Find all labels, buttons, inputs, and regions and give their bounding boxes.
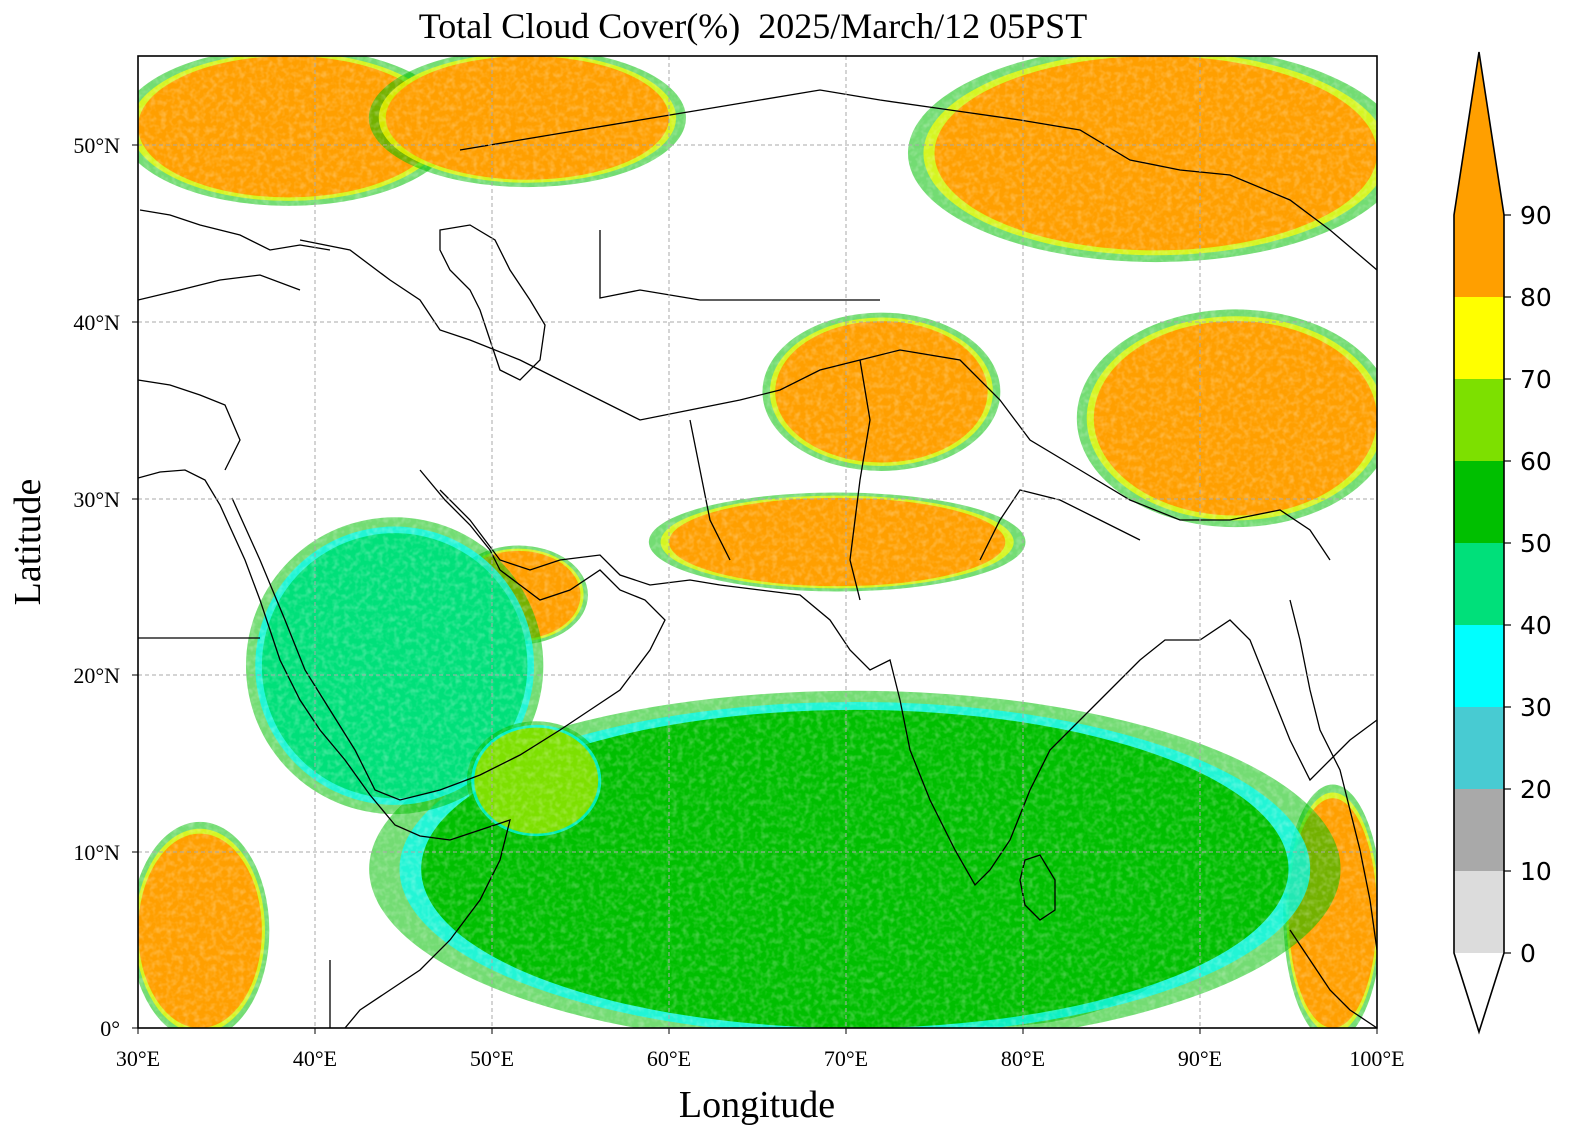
colorbar-band xyxy=(1454,707,1504,789)
caspian-sea-coast xyxy=(439,224,546,381)
colorbar-band xyxy=(1454,215,1504,297)
x-tick-label: 40°E xyxy=(293,1046,337,1071)
y-axis-label: Latitude xyxy=(7,479,49,606)
y-tick-label: 40°N xyxy=(73,310,120,335)
x-tick-label: 100°E xyxy=(1349,1046,1404,1071)
colorbar-band xyxy=(1454,543,1504,625)
x-tick-label: 80°E xyxy=(1001,1046,1045,1071)
colorbar-tick-label: 40 xyxy=(1520,611,1552,640)
y-tick-label: 10°N xyxy=(73,840,120,865)
colorbar-tick-label: 20 xyxy=(1520,775,1552,804)
chart-title: Total Cloud Cover(%) 2025/March/12 05PST xyxy=(419,6,1087,46)
sri-lanka-coast xyxy=(1019,854,1056,921)
x-tick-label: 60°E xyxy=(647,1046,691,1071)
y-tick-label: 50°N xyxy=(73,133,120,158)
map-panel xyxy=(137,55,1378,1029)
colorbar-band xyxy=(1454,297,1504,379)
india-west-coast xyxy=(719,584,1377,887)
colorbar-tick-label: 80 xyxy=(1520,283,1552,312)
cloud-texture xyxy=(138,56,1377,1028)
central-asia-borders xyxy=(138,89,1377,1028)
colorbar-extend-max xyxy=(1454,52,1504,215)
x-tick-label: 90°E xyxy=(1178,1046,1222,1071)
x-tick-label: 30°E xyxy=(116,1046,160,1071)
persian-gulf-coast xyxy=(439,489,721,586)
x-tick-label: 50°E xyxy=(470,1046,514,1071)
x-axis-label: Longitude xyxy=(679,1084,835,1126)
southeast-asia-coast xyxy=(1289,599,1377,1028)
map-frame xyxy=(137,55,1378,1029)
y-tick-label: 20°N xyxy=(73,663,120,688)
colorbar-tick-label: 60 xyxy=(1520,447,1552,476)
colorbar-band xyxy=(1454,625,1504,707)
coastlines-and-borders xyxy=(138,89,1377,1028)
colorbar-band xyxy=(1454,379,1504,461)
map-gridlines xyxy=(138,56,1377,1028)
y-axis: 0° 10°N 20°N 30°N 40°N 50°N Latitude xyxy=(7,133,138,1041)
colorbar-band xyxy=(1454,461,1504,543)
y-tick-label: 0° xyxy=(100,1016,120,1041)
x-tick-label: 70°E xyxy=(824,1046,868,1071)
east-africa-red-sea-coast xyxy=(138,469,511,1028)
mediterranean-black-sea-coast xyxy=(138,209,331,471)
colorbar-tick-label: 30 xyxy=(1520,693,1552,722)
colorbar-tick-label: 0 xyxy=(1520,939,1536,968)
colorbar-tick-label: 10 xyxy=(1520,857,1552,886)
colorbar-tick-label: 50 xyxy=(1520,529,1552,558)
y-tick-label: 30°N xyxy=(73,487,120,512)
colorbar: 0 10 20 30 40 50 60 70 80 90 xyxy=(1453,51,1552,1035)
colorbar-tick-label: 90 xyxy=(1520,201,1552,230)
arabian-peninsula-coast xyxy=(231,469,666,801)
colorbar-tick-label: 70 xyxy=(1520,365,1552,394)
x-axis: 30°E 40°E 50°E 60°E 70°E 80°E 90°E 100°E… xyxy=(116,1028,1405,1126)
colorbar-extend-min xyxy=(1454,953,1504,1032)
colorbar-band xyxy=(1454,871,1504,953)
colorbar-band xyxy=(1454,789,1504,871)
